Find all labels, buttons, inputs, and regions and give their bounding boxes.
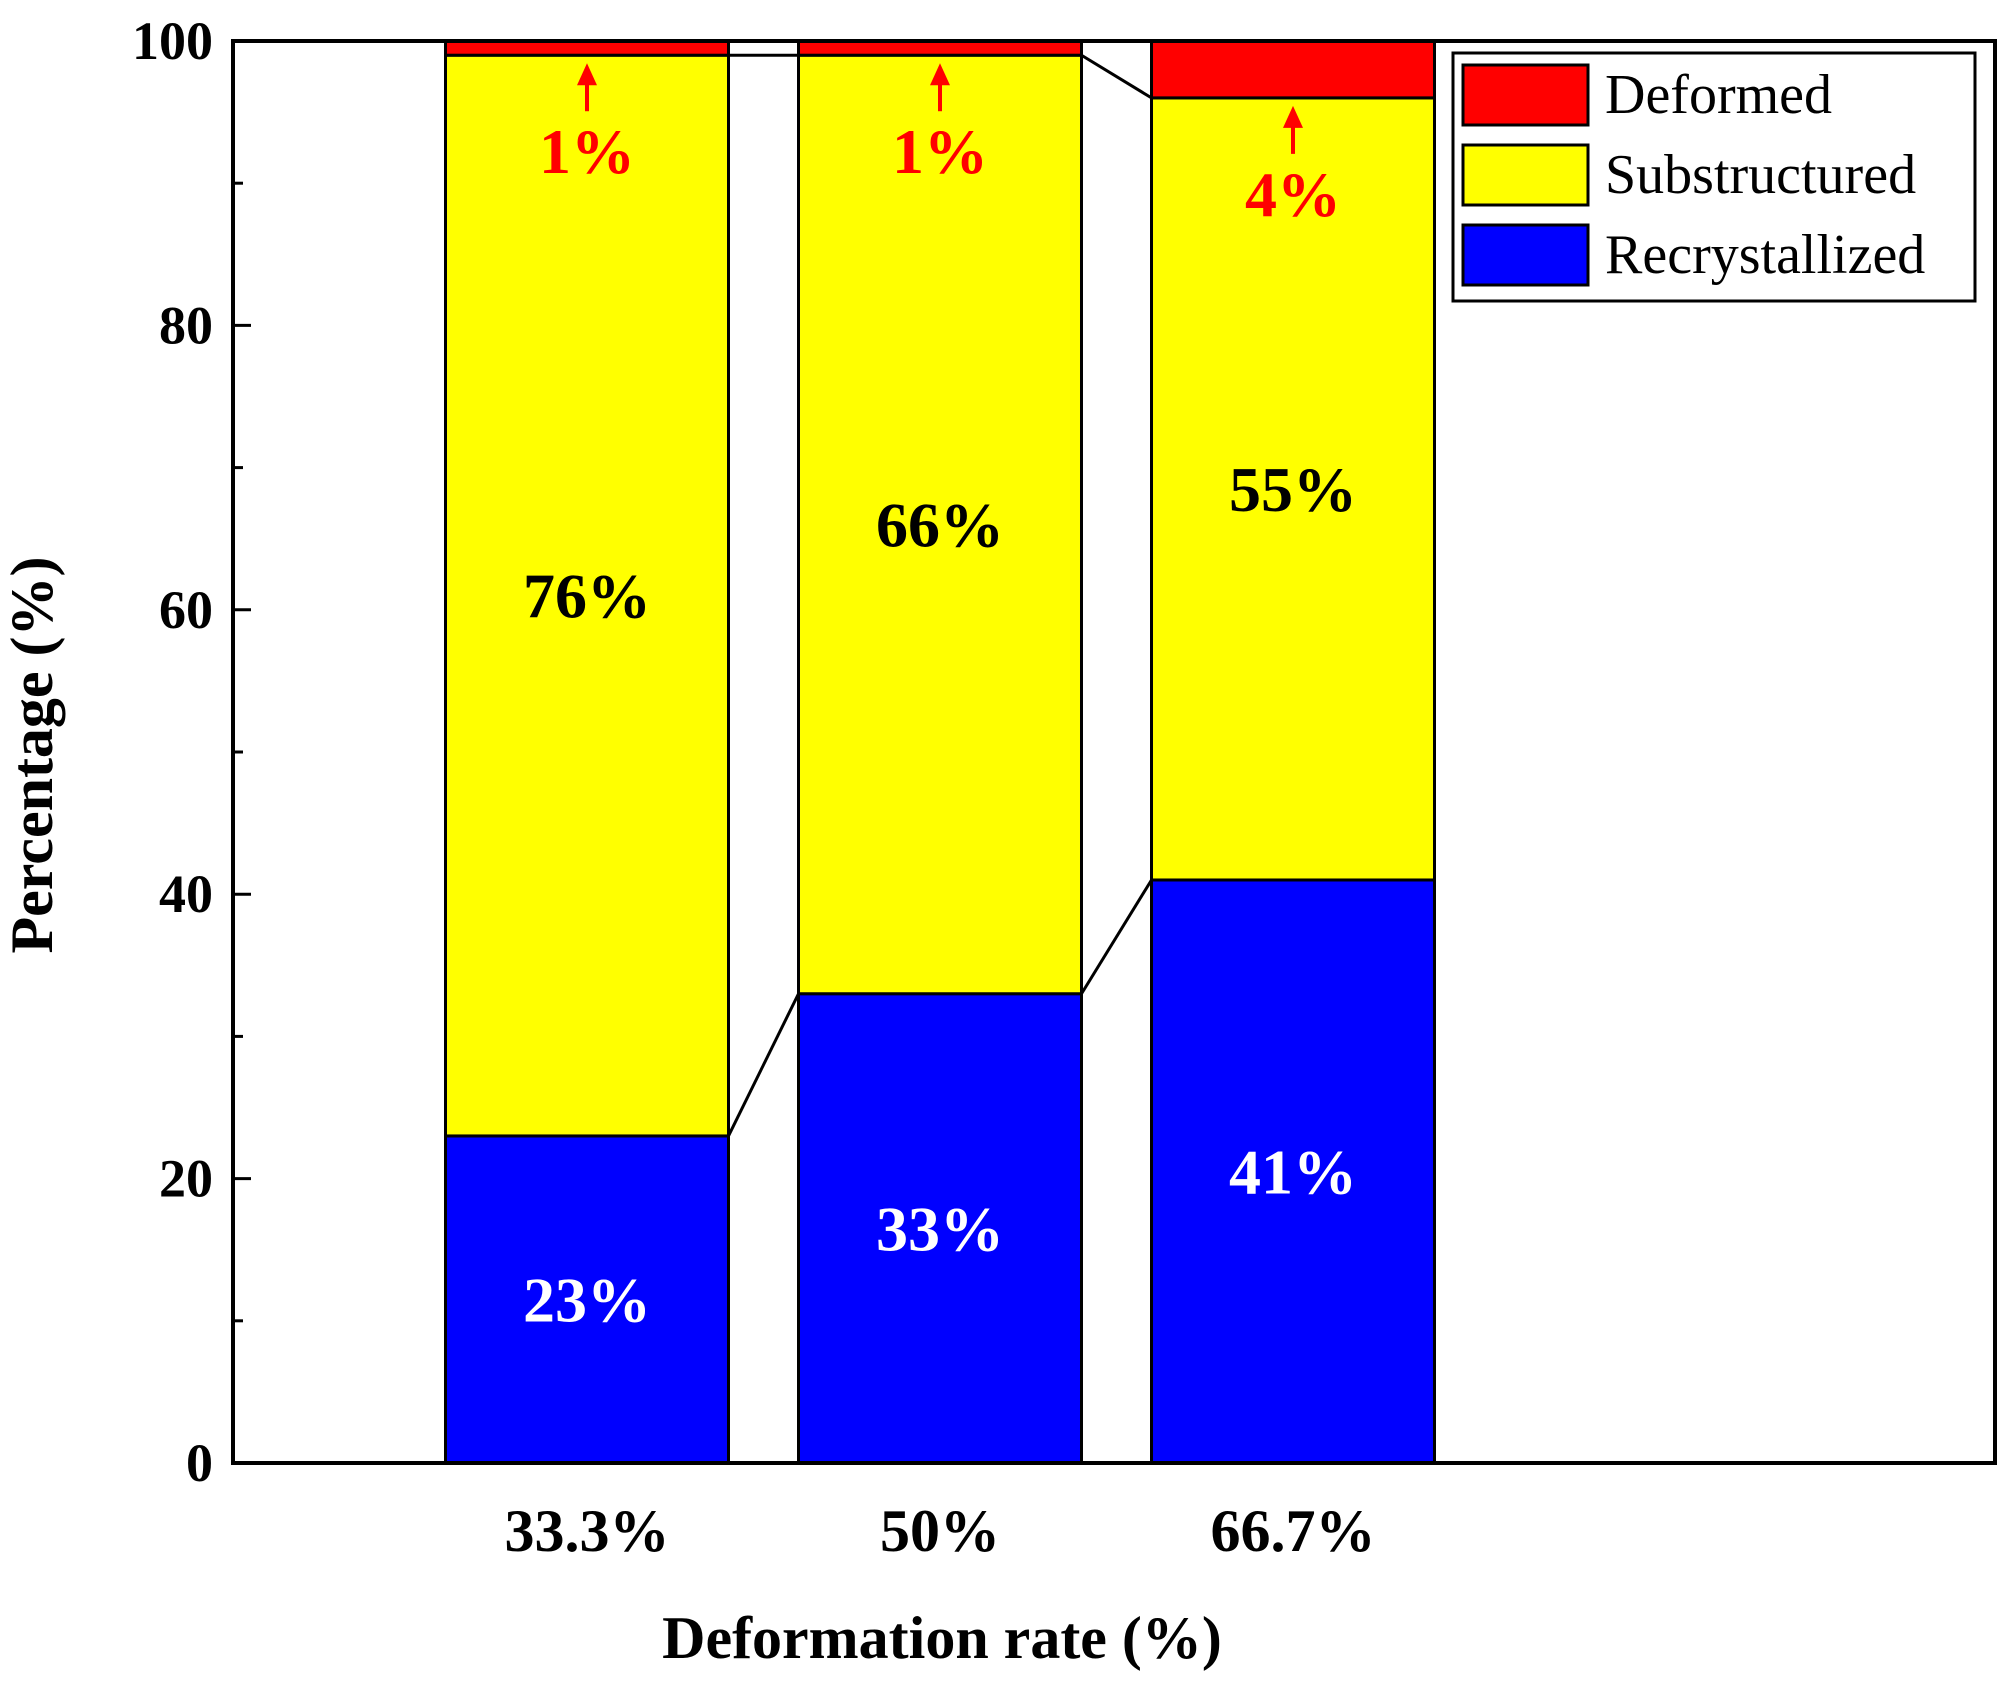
recrystallized-value-label: 23% bbox=[523, 1264, 651, 1335]
deformed-arrow-head bbox=[930, 63, 950, 86]
y-tick-label: 20 bbox=[159, 1149, 213, 1209]
bar-segment bbox=[797, 53, 1083, 996]
y-tick-label: 60 bbox=[159, 580, 213, 640]
bar-segment bbox=[444, 53, 730, 1138]
x-tick-label: 50% bbox=[880, 1498, 1000, 1564]
y-tick-label: 40 bbox=[159, 864, 213, 924]
recrystallized-value-label: 33% bbox=[876, 1193, 1004, 1264]
connector-line bbox=[1080, 53, 1153, 100]
x-axis: 33.3% 50% 66.7% bbox=[505, 1498, 1376, 1564]
bar-segment bbox=[1150, 878, 1436, 1465]
substructured-value-label: 55% bbox=[1229, 454, 1357, 525]
bar-segments bbox=[444, 39, 1436, 1465]
y-tick-label: 100 bbox=[132, 11, 213, 71]
substructured-value-label: 66% bbox=[876, 489, 1004, 560]
deformed-arrow-head bbox=[577, 63, 597, 86]
bar-segment bbox=[797, 992, 1083, 1465]
legend-swatch bbox=[1461, 63, 1590, 127]
x-tick-label: 66.7% bbox=[1211, 1498, 1376, 1564]
legend-swatch bbox=[1461, 143, 1590, 207]
y-axis: 0 20 40 60 80 100 bbox=[132, 11, 251, 1493]
connector-line bbox=[727, 993, 800, 1137]
legend-swatch bbox=[1461, 223, 1590, 287]
y-tick-label: 0 bbox=[186, 1433, 213, 1493]
bar-connector-lines bbox=[727, 53, 1153, 1137]
bar-segment bbox=[797, 39, 1083, 57]
deformed-value-label: 1% bbox=[539, 116, 635, 187]
bar-segment bbox=[444, 1134, 730, 1465]
recrystallized-value-label: 41% bbox=[1229, 1136, 1357, 1207]
bar-segment bbox=[1150, 96, 1436, 882]
legend-label: Substructured bbox=[1605, 144, 1916, 206]
connector-line bbox=[1080, 879, 1153, 995]
substructured-value-label: 76% bbox=[523, 561, 651, 632]
y-tick-label: 80 bbox=[159, 295, 213, 355]
legend: Deformed Substructured Recrystallized bbox=[1451, 51, 1977, 303]
bar-segment bbox=[1150, 39, 1436, 100]
legend-label: Deformed bbox=[1605, 64, 1832, 126]
bar-value-labels: 23% 33% 41% 76% 66% 55% 1% 1% 4% bbox=[523, 63, 1357, 1335]
bar-segment bbox=[444, 39, 730, 57]
x-tick-label: 33.3% bbox=[505, 1498, 670, 1564]
y-axis-title: Percentage (%) bbox=[0, 556, 65, 953]
legend-label: Recrystallized bbox=[1605, 224, 1925, 286]
x-axis-title: Deformation rate (%) bbox=[662, 1605, 1222, 1671]
deformed-value-label: 1% bbox=[892, 116, 988, 187]
deformed-arrow-head bbox=[1283, 105, 1303, 128]
deformed-value-label: 4% bbox=[1245, 159, 1341, 230]
